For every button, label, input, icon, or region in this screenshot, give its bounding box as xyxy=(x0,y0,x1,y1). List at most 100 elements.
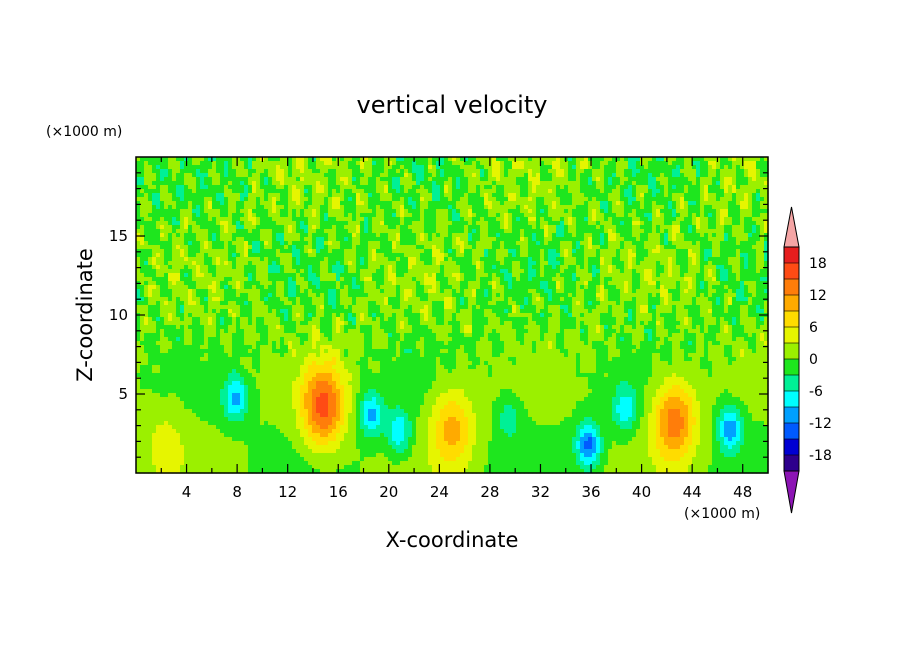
field-cell xyxy=(512,249,517,254)
field-cell xyxy=(376,257,381,262)
field-cell xyxy=(348,265,353,270)
field-cell xyxy=(344,221,349,226)
field-cell xyxy=(312,281,317,286)
field-cell xyxy=(556,277,561,282)
field-cell xyxy=(532,273,537,278)
field-cell xyxy=(608,205,613,210)
field-cell xyxy=(392,241,397,246)
field-cell xyxy=(756,213,761,218)
field-cell xyxy=(644,165,649,170)
field-cell xyxy=(712,225,717,230)
field-cell xyxy=(508,201,513,206)
field-cell xyxy=(204,249,209,254)
field-cell xyxy=(380,249,385,254)
field-cell xyxy=(388,225,393,230)
field-cell xyxy=(496,213,501,218)
field-cell xyxy=(192,157,197,162)
field-cell xyxy=(460,165,465,170)
field-cell xyxy=(356,189,361,194)
field-cell xyxy=(220,209,225,214)
field-cell xyxy=(276,177,281,182)
field-cell xyxy=(524,209,529,214)
field-cell xyxy=(344,165,349,170)
field-cell xyxy=(684,273,689,278)
field-cell xyxy=(684,161,689,166)
field-cell xyxy=(160,241,165,246)
field-cell xyxy=(184,185,189,190)
field-cell xyxy=(504,185,509,190)
field-cell xyxy=(576,157,581,162)
field-cell xyxy=(204,277,209,282)
field-cell xyxy=(328,161,333,166)
field-cell xyxy=(620,225,625,230)
field-cell xyxy=(276,221,281,226)
field-cell xyxy=(264,177,269,182)
plot-area xyxy=(135,156,769,474)
field-cell xyxy=(452,165,457,170)
field-cell xyxy=(528,229,533,234)
field-cell xyxy=(632,177,637,182)
field-cell xyxy=(144,177,149,182)
field-cell xyxy=(592,233,597,238)
field-cell xyxy=(420,197,425,202)
field-cell xyxy=(272,157,277,162)
field-cell xyxy=(624,233,629,238)
field-cell xyxy=(156,277,161,282)
field-cell xyxy=(344,169,349,174)
field-cell xyxy=(440,249,445,254)
field-cell xyxy=(388,185,393,190)
field-cell xyxy=(168,245,173,250)
field-cell xyxy=(388,249,393,254)
field-cell xyxy=(384,173,389,178)
field-cell xyxy=(388,277,393,282)
field-cell xyxy=(564,229,569,234)
field-cell xyxy=(760,273,765,278)
field-cell xyxy=(464,261,469,266)
field-cell xyxy=(460,253,465,258)
field-cell xyxy=(560,209,565,214)
field-cell xyxy=(644,185,649,190)
field-cell xyxy=(420,217,425,222)
field-cell xyxy=(684,185,689,190)
field-cell xyxy=(596,261,601,266)
field-cell xyxy=(444,265,449,270)
field-cell xyxy=(316,201,321,206)
field-cell xyxy=(420,261,425,266)
field-cell xyxy=(492,281,497,286)
field-cell xyxy=(524,245,529,250)
field-cell xyxy=(752,213,757,218)
field-cell xyxy=(208,217,213,222)
field-cell xyxy=(564,257,569,262)
field-cell xyxy=(284,257,289,262)
field-cell xyxy=(304,281,309,286)
field-cell xyxy=(344,193,349,198)
field-cell xyxy=(556,229,561,234)
field-cell xyxy=(748,273,753,278)
field-cell xyxy=(216,177,221,182)
field-cell xyxy=(380,189,385,194)
field-cell xyxy=(656,157,661,162)
field-cell xyxy=(512,209,517,214)
field-cell xyxy=(524,161,529,166)
field-cell xyxy=(608,165,613,170)
field-cell xyxy=(392,261,397,266)
field-cell xyxy=(196,161,201,166)
field-cell xyxy=(544,269,549,274)
field-cell xyxy=(584,213,589,218)
field-cell xyxy=(720,245,725,250)
field-cell xyxy=(708,217,713,222)
field-cell xyxy=(164,205,169,210)
field-cell xyxy=(344,237,349,242)
field-cell xyxy=(528,213,533,218)
field-cell xyxy=(316,265,321,270)
field-cell xyxy=(300,229,305,234)
field-cell xyxy=(568,217,573,222)
field-cell xyxy=(376,261,381,266)
field-cell xyxy=(332,229,337,234)
field-cell xyxy=(496,261,501,266)
field-cell xyxy=(240,225,245,230)
field-cell xyxy=(692,273,697,278)
field-cell xyxy=(688,237,693,242)
field-cell xyxy=(640,217,645,222)
field-cell xyxy=(544,265,549,270)
